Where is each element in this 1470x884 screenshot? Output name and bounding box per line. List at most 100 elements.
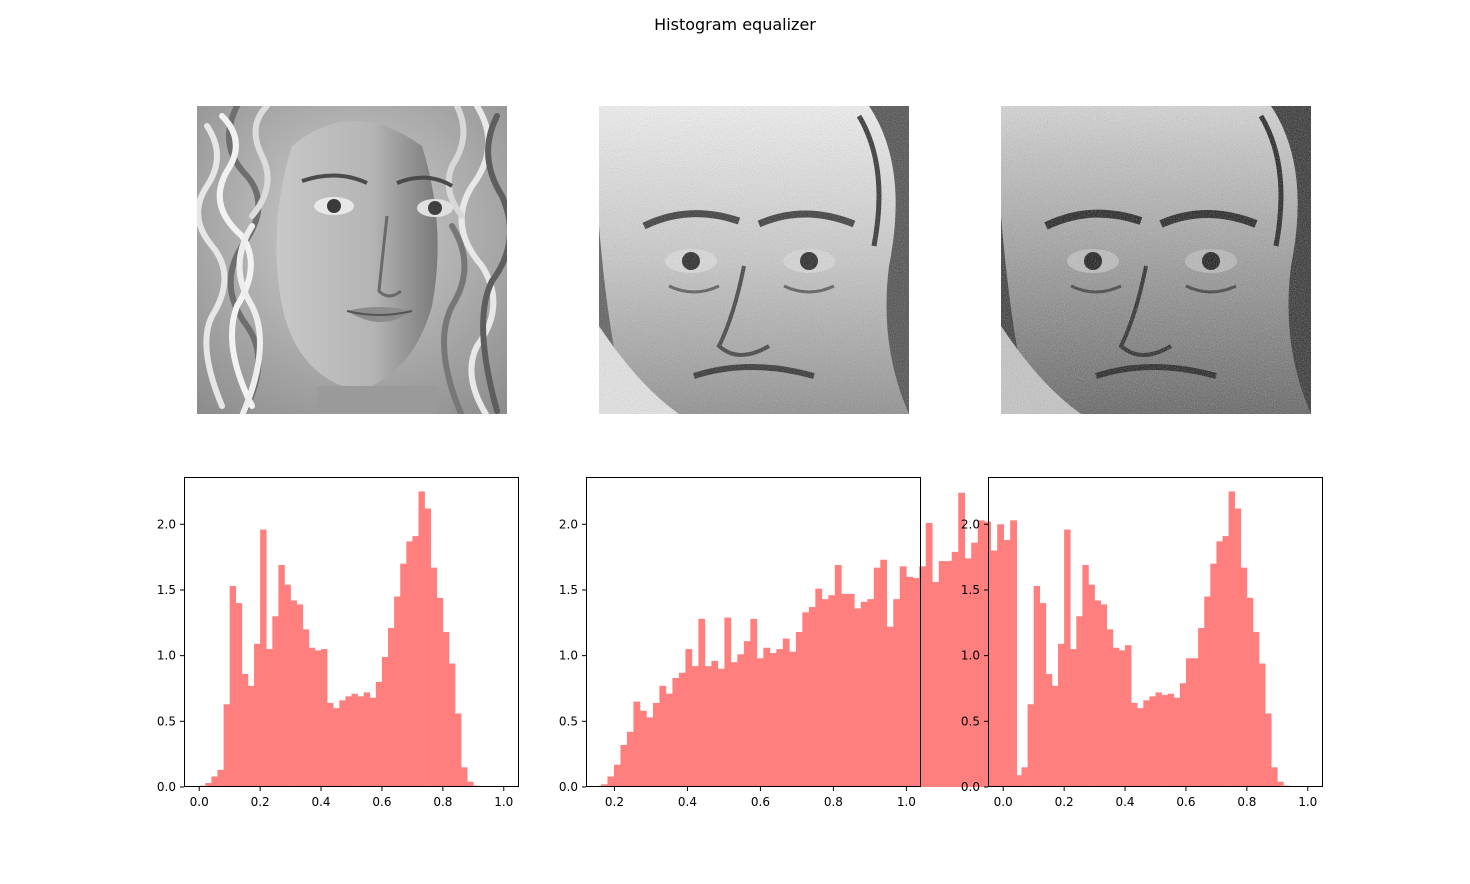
histogram-bar [984, 521, 991, 787]
histogram-bar [639, 710, 647, 787]
histogram-bar [388, 628, 395, 787]
histogram-bar [1161, 695, 1168, 787]
histogram-bar [308, 647, 316, 787]
histogram-bar [750, 618, 758, 787]
histogram-bar [369, 697, 377, 787]
histogram-bar [886, 626, 894, 787]
histogram-bar [1234, 508, 1242, 787]
histogram-bar [1064, 529, 1071, 787]
y-tick-label: 1.0 [157, 649, 176, 663]
histogram-bar [1252, 632, 1260, 787]
y-tick-label: 2.0 [961, 517, 980, 531]
y-tick-label: 0.0 [961, 780, 980, 794]
histogram-bar [284, 584, 291, 787]
histogram-bar [756, 658, 764, 787]
histogram-bar [665, 693, 673, 787]
histogram-bar [743, 641, 751, 787]
histogram-bar [854, 608, 862, 787]
histogram-bar [217, 769, 224, 787]
histogram-bar [802, 612, 810, 787]
histogram-bar [436, 597, 444, 787]
x-tick-label: 0.2 [1055, 795, 1074, 809]
histogram-original: 0.0 0.2 0.4 0.6 0.8 1.0 0.0 0.5 1.0 1.5 2.0 [157, 477, 519, 809]
histogram-bar [607, 776, 615, 787]
histogram-target: 0.2 0.4 0.6 0.8 1.0 0.0 0.5 1.0 1.5 2.0 [559, 477, 1017, 809]
histogram-bar [1222, 536, 1229, 787]
x-tick-label: 1.0 [494, 795, 513, 809]
y-tick-label: 0.5 [559, 714, 578, 728]
histogram-bar [945, 561, 953, 787]
histogram-bar [633, 701, 641, 787]
histogram-bar [1027, 704, 1034, 787]
histogram-bar [205, 783, 212, 787]
histogram-bar [834, 565, 842, 787]
histogram-bar [1246, 597, 1254, 787]
histogram-bar [1021, 767, 1028, 787]
histogram-bar [964, 558, 972, 787]
histogram-bar [1100, 604, 1108, 787]
histogram-bar [394, 596, 401, 787]
y-tick-label: 1.5 [961, 583, 980, 597]
histogram-bar [1003, 540, 1011, 787]
histogram-bar [1009, 783, 1016, 787]
histogram-bar [685, 649, 693, 787]
histogram-bar [406, 541, 413, 787]
y-tick-label: 1.0 [961, 649, 980, 663]
histogram-bar [455, 713, 462, 787]
histogram-bar [266, 649, 273, 787]
histogram-bar [241, 674, 249, 787]
histogram-bar [1051, 685, 1059, 787]
histogram-bar [646, 717, 654, 787]
histogram-bar [678, 672, 686, 787]
histogram-bar [613, 764, 621, 787]
histogram-bar [235, 603, 243, 787]
histogram-bar [1228, 491, 1235, 787]
histogram-bar [1070, 649, 1077, 787]
histogram-bar [912, 578, 920, 787]
histogram-bar [997, 524, 1004, 787]
histogram-bar [847, 593, 855, 787]
histogram-bar [815, 588, 823, 787]
histogram-bar [1216, 541, 1223, 787]
histogram-bar [314, 650, 322, 787]
histogram-bar [763, 647, 771, 787]
histogram-bar [620, 744, 628, 787]
histogram-bar [1118, 650, 1126, 787]
histogram-bar [1058, 643, 1065, 787]
histogram-bar [938, 561, 946, 787]
histogram-bar [971, 542, 979, 787]
histogram-bar [1265, 713, 1272, 787]
histogram-bar [776, 649, 784, 787]
histogram-bar [442, 632, 450, 787]
histogram-bar [424, 508, 431, 787]
histogram-bar [958, 492, 966, 787]
original-face-image [197, 106, 507, 414]
histogram-bar [860, 601, 868, 787]
histogram-bar [724, 617, 732, 787]
histogram-bar [795, 632, 803, 787]
y-tick-label: 0.5 [961, 714, 980, 728]
histogram-bar [698, 618, 706, 787]
histogram-bar [867, 599, 875, 787]
histogram-bar [932, 582, 940, 787]
histogram-bar [448, 663, 456, 787]
histogram-bar [211, 776, 218, 787]
histogram-bar [704, 666, 712, 787]
histogram-bar [260, 529, 267, 787]
histogram-bar [906, 576, 914, 787]
histogram-bar [412, 536, 419, 787]
histogram-bar [769, 653, 777, 787]
y-tick-label: 1.0 [559, 649, 578, 663]
x-tick-label: 0.8 [824, 795, 843, 809]
histogram-bar [893, 599, 901, 787]
x-tick-label: 0.6 [751, 795, 770, 809]
histogram-bar [672, 677, 680, 787]
histogram-bar [254, 643, 261, 787]
x-tick-label: 0.0 [190, 795, 209, 809]
histogram-bar [691, 666, 699, 787]
histogram-bar [357, 696, 364, 787]
histogram-bar [873, 567, 881, 787]
y-tick-label: 2.0 [157, 517, 176, 531]
histogram-bar [302, 629, 310, 787]
